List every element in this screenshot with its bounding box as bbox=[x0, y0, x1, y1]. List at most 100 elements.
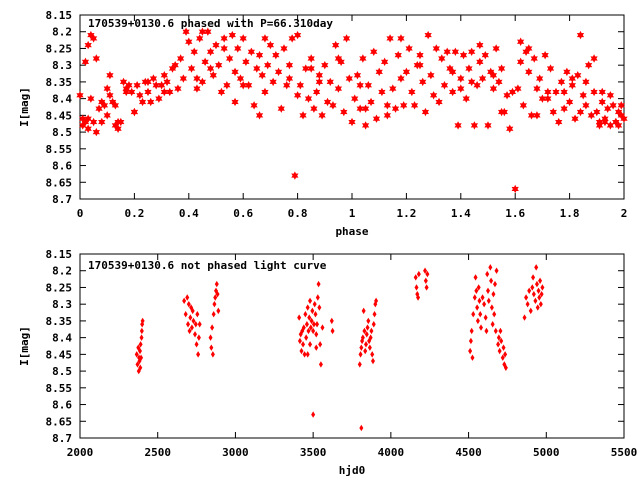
data-point bbox=[186, 300, 191, 308]
data-point bbox=[191, 317, 196, 325]
data-point bbox=[345, 74, 353, 83]
data-point bbox=[182, 297, 187, 305]
data-point bbox=[443, 47, 451, 56]
data-point bbox=[135, 361, 140, 368]
data-point bbox=[533, 84, 541, 93]
data-point bbox=[497, 64, 506, 73]
data-point bbox=[84, 114, 92, 123]
data-point bbox=[138, 364, 143, 371]
data-point bbox=[400, 101, 408, 110]
data-point bbox=[171, 60, 179, 70]
data-point bbox=[79, 114, 87, 123]
data-point bbox=[315, 71, 323, 80]
data-point bbox=[549, 107, 557, 117]
data-point bbox=[483, 314, 488, 321]
data-point bbox=[476, 57, 484, 67]
data-point bbox=[303, 311, 308, 318]
data-point bbox=[264, 60, 272, 70]
data-point bbox=[215, 60, 223, 70]
x-tick-label: 0 bbox=[77, 207, 84, 220]
data-point bbox=[582, 77, 590, 87]
data-point bbox=[423, 267, 428, 274]
data-point bbox=[538, 277, 543, 284]
data-point bbox=[231, 97, 239, 107]
data-point bbox=[95, 104, 103, 113]
data-point bbox=[304, 321, 309, 328]
data-point bbox=[371, 321, 376, 328]
data-point bbox=[416, 50, 424, 60]
data-point bbox=[133, 81, 141, 90]
data-point bbox=[309, 317, 314, 325]
data-point bbox=[217, 87, 226, 97]
data-point bbox=[484, 327, 489, 335]
data-point bbox=[117, 117, 125, 127]
data-point bbox=[89, 34, 98, 43]
data-point bbox=[311, 321, 316, 328]
data-point bbox=[535, 304, 540, 311]
data-point bbox=[193, 84, 201, 93]
data-point bbox=[517, 37, 525, 46]
data-point bbox=[140, 317, 145, 325]
data-point bbox=[491, 290, 496, 298]
data-point bbox=[378, 87, 386, 97]
data-point bbox=[188, 314, 193, 321]
data-point bbox=[527, 287, 532, 294]
data-point bbox=[370, 47, 378, 56]
data-point bbox=[416, 60, 424, 70]
y-tick-label: 8.35 bbox=[46, 315, 73, 328]
data-point bbox=[141, 77, 149, 87]
data-point bbox=[533, 111, 541, 120]
data-point bbox=[489, 277, 494, 284]
data-point bbox=[465, 64, 473, 73]
data-point bbox=[620, 114, 628, 123]
data-point bbox=[539, 290, 544, 298]
data-point bbox=[582, 101, 590, 110]
data-point bbox=[189, 324, 194, 331]
data-point bbox=[187, 64, 196, 73]
data-point bbox=[330, 327, 335, 335]
data-point bbox=[134, 351, 139, 358]
data-point bbox=[476, 284, 481, 291]
data-point bbox=[525, 300, 530, 308]
data-point bbox=[255, 111, 264, 120]
data-point bbox=[427, 71, 435, 80]
data-point bbox=[245, 81, 253, 90]
data-point bbox=[369, 327, 374, 335]
y-axis-label: I[mag] bbox=[18, 87, 31, 127]
data-point bbox=[432, 44, 440, 53]
data-point bbox=[210, 324, 215, 331]
data-point bbox=[320, 324, 325, 331]
data-point bbox=[609, 101, 617, 110]
data-point bbox=[299, 111, 307, 120]
data-point bbox=[138, 341, 143, 348]
data-point bbox=[139, 334, 144, 341]
data-point bbox=[305, 351, 310, 358]
data-point bbox=[364, 331, 369, 338]
data-point bbox=[449, 67, 457, 77]
data-point bbox=[302, 64, 310, 73]
data-point bbox=[374, 297, 379, 305]
data-point bbox=[494, 267, 499, 274]
data-point bbox=[92, 54, 100, 63]
data-point bbox=[201, 57, 209, 67]
data-point bbox=[185, 294, 190, 301]
data-point bbox=[353, 71, 362, 80]
data-point bbox=[364, 81, 372, 90]
data-point bbox=[389, 84, 397, 93]
data-point bbox=[157, 81, 166, 90]
data-point bbox=[138, 97, 147, 107]
data-point bbox=[208, 334, 213, 341]
data-point bbox=[405, 44, 413, 53]
phased-light-curve-panel: 0 0.2 0.4 0.6 0.8 1 1.2 1.4 1.6 1.8 2 8.15 8.2 8.25 8.… bbox=[18, 9, 628, 238]
data-point bbox=[500, 107, 508, 117]
data-point bbox=[304, 334, 309, 341]
data-point bbox=[285, 74, 294, 83]
x-tick-label: 1.4 bbox=[451, 207, 471, 220]
data-point bbox=[585, 60, 593, 70]
data-point bbox=[402, 67, 411, 77]
data-point bbox=[454, 121, 462, 130]
data-point bbox=[139, 354, 144, 361]
data-point bbox=[283, 81, 291, 90]
data-point bbox=[478, 311, 483, 318]
data-point bbox=[196, 34, 204, 43]
